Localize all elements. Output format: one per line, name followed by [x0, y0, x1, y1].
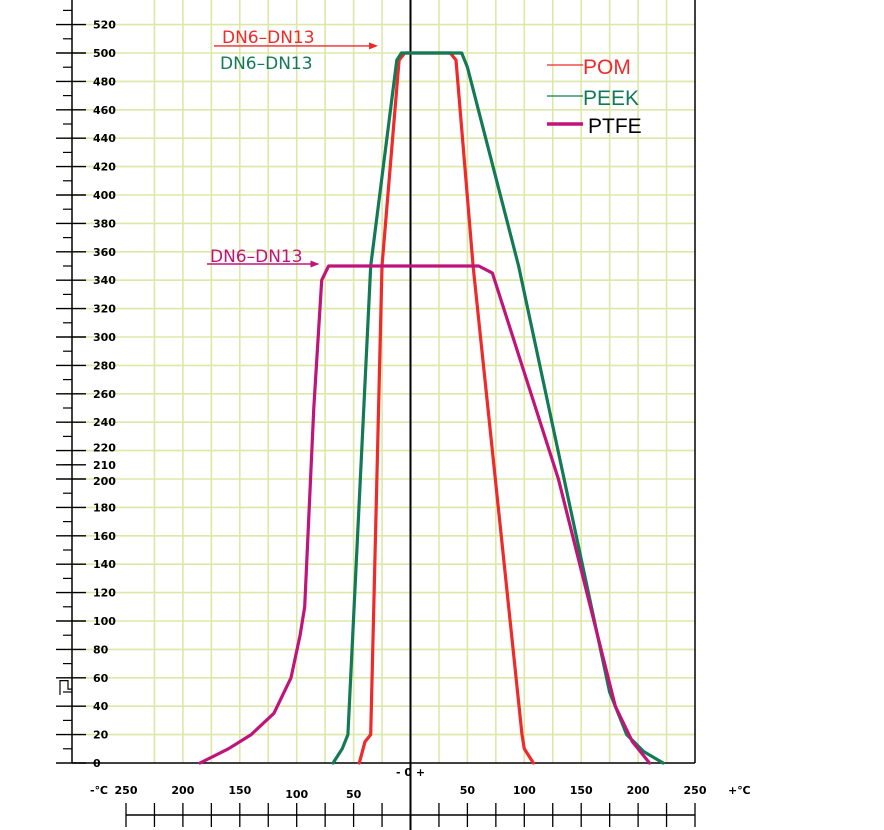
annotation-pom-arrowhead	[369, 42, 379, 50]
y-tick-label: 500	[93, 47, 116, 60]
legend-label-peek: PEEK	[583, 87, 639, 110]
y-tick-label: 40	[93, 700, 109, 713]
grid-horizontal-lines	[72, 23, 695, 736]
y-tick-label: 380	[93, 217, 116, 230]
y-tick-label: 160	[93, 530, 116, 543]
x-unit-right: +℃	[728, 784, 751, 797]
annotation-peek-label: DN6–DN13	[220, 54, 313, 74]
y-tick-label: 440	[93, 132, 116, 145]
x-tick-label: 150	[570, 784, 593, 797]
y-tick-label: 520	[93, 19, 116, 32]
x-tick-label: 100	[285, 788, 308, 801]
y-tick-label: 240	[93, 416, 116, 429]
legend-label-pom: POM	[583, 56, 631, 79]
y-tick-label: 220	[93, 442, 116, 455]
y-tick-label: 80	[93, 643, 109, 656]
x-tick-label: 150	[228, 784, 251, 797]
annotation-ptfe-arrowhead	[310, 260, 320, 268]
y-tick-label: 320	[93, 303, 116, 316]
y-tick-label: 480	[93, 75, 116, 88]
y-tick-label: 400	[93, 189, 116, 202]
y-tick-label: 300	[93, 331, 116, 344]
zero-label: - 0 +	[396, 766, 425, 779]
x-tick-label: 250	[115, 784, 138, 797]
y-tick-label: 260	[93, 388, 116, 401]
annotation-pom-label: DN6–DN13	[222, 28, 315, 48]
y-tick-label: 20	[93, 729, 109, 742]
x-tick-label: 50	[346, 788, 362, 801]
annotation-ptfe-label: DN6–DN13	[210, 247, 303, 267]
y-tick-label: 140	[93, 558, 116, 571]
legend-label-ptfe: PTFE	[588, 115, 642, 138]
x-tick-label: 200	[171, 784, 194, 797]
series-line-peek	[331, 51, 665, 765]
x-tick-label: 100	[513, 784, 536, 797]
x-tick-label: 200	[627, 784, 650, 797]
series-line-ptfe	[198, 264, 652, 765]
y-axis: 0 20 40 60 80 100 120 140 160 180 200 210 220 240 260 2…	[56, 0, 116, 770]
y-tick-label: 180	[93, 501, 116, 514]
y-tick-label: 420	[93, 161, 116, 174]
y-tick-label: 0	[93, 757, 101, 770]
y-tick-label: 120	[93, 587, 116, 600]
y-tick-label: 100	[93, 615, 116, 628]
y-tick-label: 200	[93, 475, 116, 488]
y-tick-label: 340	[93, 274, 116, 287]
y-axis-step-marker	[59, 680, 72, 695]
x-tick-label: 50	[460, 784, 476, 797]
y-tick-label: 210	[93, 459, 116, 472]
x-tick-label: 250	[684, 784, 707, 797]
y-tick-label: 460	[93, 104, 116, 117]
y-tick-label: 60	[93, 672, 109, 685]
y-tick-label: 360	[93, 246, 116, 259]
y-tick-label: 540	[93, 0, 116, 3]
y-tick-label: 280	[93, 359, 116, 372]
grid-vertical-lines	[153, 0, 668, 763]
x-axis: -℃ 250 200 150 100 50 50 100 150 200 250 +℃ - 0 +	[90, 766, 751, 827]
annotations: DN6–DN13 DN6–DN13 DN6–DN13	[207, 28, 379, 268]
x-unit-left: -℃	[90, 784, 108, 797]
series-lines	[198, 51, 665, 765]
legend: POM PEEK PTFE	[547, 56, 642, 138]
